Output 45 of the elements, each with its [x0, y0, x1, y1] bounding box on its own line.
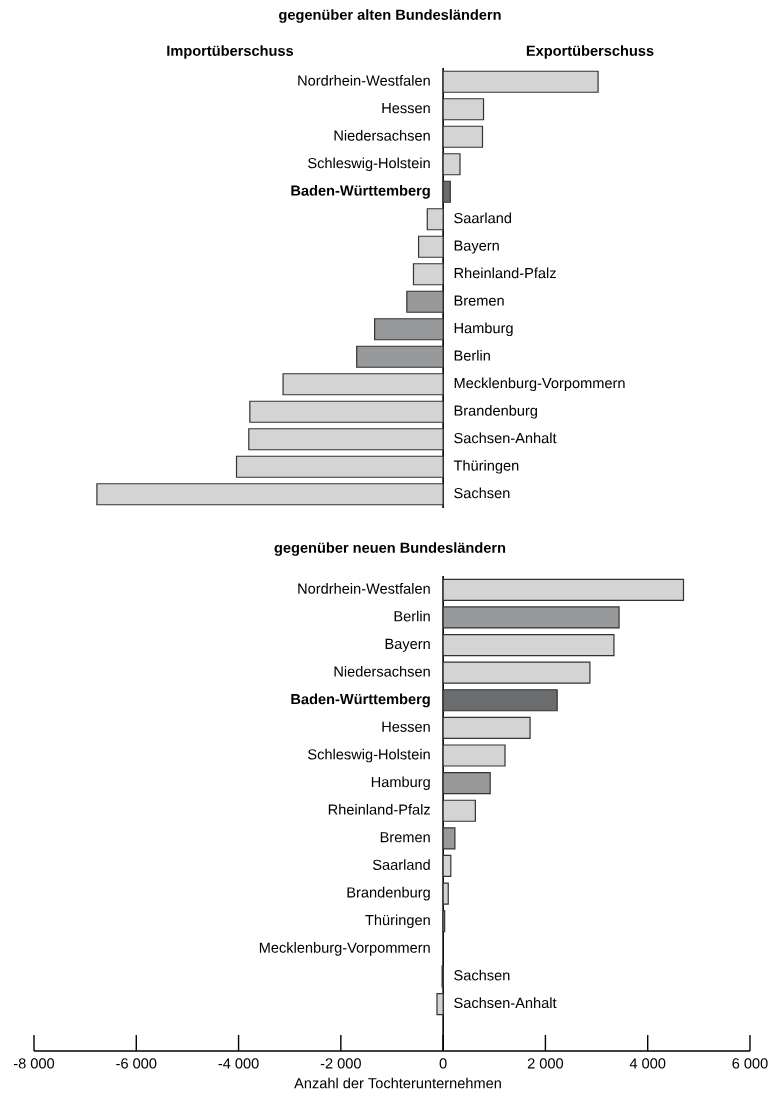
- x-tick-label: 0: [439, 1058, 447, 1069]
- chart-title: gegenüber alten Bundesländern: [279, 9, 501, 23]
- y-tick-label: Sachsen: [454, 969, 510, 981]
- y-tick-label: Hamburg: [371, 776, 430, 790]
- x-tick-label: -2 000: [320, 1058, 361, 1069]
- x-tick-label: 2 000: [527, 1058, 564, 1069]
- y-tick-label: Schleswig-Holstein: [308, 748, 430, 763]
- y-tick-label: Saarland: [454, 212, 512, 224]
- y-tick-label: Berlin: [454, 350, 490, 361]
- y-tick-label: Baden-Württemberg: [291, 693, 430, 708]
- y-tick-label: Rheinland-Pfalz: [328, 804, 430, 815]
- y-tick-label: Nordrhein-Westfalen: [298, 583, 430, 594]
- x-axis-title: Anzahl der Tochterunternehmen: [294, 1077, 501, 1089]
- x-tick-label: 4 000: [629, 1058, 666, 1069]
- y-tick-label: Baden-Württemberg: [291, 185, 430, 199]
- y-tick-label: Schleswig-Holstein: [308, 157, 430, 172]
- y-tick-label: Sachsen-Anhalt: [454, 432, 557, 444]
- y-tick-label: Nordrhein-Westfalen: [298, 75, 430, 86]
- y-tick-label: Mecklenburg-Vorpommern: [454, 377, 625, 392]
- y-tick-label: Thüringen: [453, 460, 519, 474]
- y-tick-label: Brandenburg: [454, 405, 537, 419]
- y-tick-label: Sachsen: [454, 487, 510, 499]
- y-tick-label: Brandenburg: [347, 886, 430, 901]
- y-tick-label: Bayern: [385, 638, 430, 652]
- y-tick-label: Berlin: [394, 610, 430, 622]
- y-tick-label: Rheinland-Pfalz: [454, 267, 556, 279]
- y-tick-label: Mecklenburg-Vorpommern: [259, 942, 430, 956]
- y-tick-label: Niedersachsen: [334, 130, 430, 141]
- y-tick-label: Hamburg: [454, 322, 513, 337]
- y-tick-label: Thüringen: [365, 914, 430, 929]
- x-tick-label: -8 000: [13, 1058, 55, 1069]
- x-tick-label: -6 000: [116, 1058, 157, 1069]
- y-tick-label: Bremen: [380, 832, 430, 843]
- y-tick-label: Bayern: [454, 240, 499, 254]
- y-tick-label: Sachsen-Anhalt: [454, 997, 557, 1009]
- x-tick-label: 6 000: [732, 1058, 768, 1069]
- text: Exportüberschuss: [526, 45, 654, 59]
- y-tick-label: Hessen: [382, 721, 430, 732]
- y-tick-label: Niedersachsen: [334, 665, 430, 677]
- y-tick-label: Bremen: [454, 295, 504, 306]
- chart-title: gegenüber neuen Bundesländern: [274, 542, 506, 556]
- x-tick-label: -4 000: [218, 1058, 259, 1069]
- y-tick-label: Hessen: [382, 103, 430, 114]
- text: Importüberschuss: [167, 45, 294, 59]
- y-tick-label: Saarland: [372, 859, 430, 870]
